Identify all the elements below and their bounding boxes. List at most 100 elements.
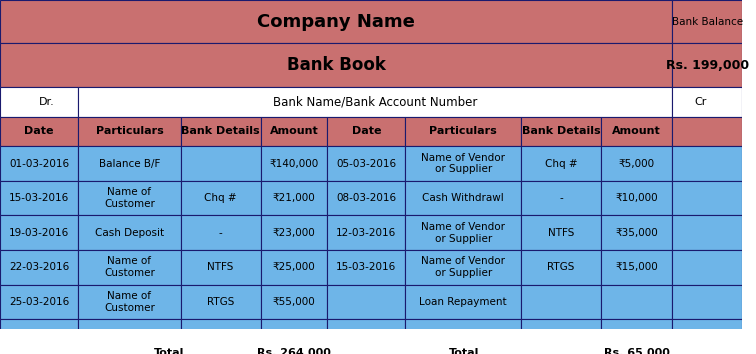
Bar xyxy=(0,146,79,181)
Text: Total: Total xyxy=(154,348,184,354)
Bar xyxy=(405,285,521,319)
Text: Bank Balance: Bank Balance xyxy=(671,17,742,27)
Bar xyxy=(181,181,261,216)
Text: Amount: Amount xyxy=(612,126,661,136)
Text: Loan Repayment: Loan Repayment xyxy=(420,297,507,307)
Bar xyxy=(672,44,742,87)
Bar xyxy=(672,250,742,285)
Text: Bank Name/Bank Account Number: Bank Name/Bank Account Number xyxy=(273,95,478,108)
Text: Total: Total xyxy=(449,348,479,354)
Bar xyxy=(521,116,601,146)
Bar xyxy=(521,250,601,285)
Bar xyxy=(405,319,521,338)
Text: Dr.: Dr. xyxy=(39,97,55,107)
Bar xyxy=(79,181,181,216)
Bar xyxy=(0,216,79,250)
Text: Bank Details: Bank Details xyxy=(522,126,600,136)
Bar xyxy=(327,146,405,181)
Bar xyxy=(0,44,672,87)
Text: 22-03-2016: 22-03-2016 xyxy=(9,262,70,272)
Bar xyxy=(0,319,79,338)
Bar xyxy=(601,338,672,354)
Bar xyxy=(261,116,327,146)
Bar xyxy=(0,181,79,216)
Bar xyxy=(181,285,261,319)
Text: Chq #: Chq # xyxy=(545,159,578,169)
Bar xyxy=(601,250,672,285)
Bar xyxy=(0,87,79,116)
Bar xyxy=(79,285,181,319)
Text: Cr: Cr xyxy=(695,97,707,107)
Bar xyxy=(672,285,742,319)
Text: 15-03-2016: 15-03-2016 xyxy=(336,262,396,272)
Text: ₹35,000: ₹35,000 xyxy=(615,228,658,238)
Text: Cash Deposit: Cash Deposit xyxy=(94,228,164,238)
Text: ₹55,000: ₹55,000 xyxy=(272,297,315,307)
Bar xyxy=(181,250,261,285)
Bar xyxy=(261,146,327,181)
Text: Chq #: Chq # xyxy=(204,193,237,203)
Text: Rs. 65,000: Rs. 65,000 xyxy=(604,348,670,354)
Bar xyxy=(672,87,742,116)
Bar xyxy=(327,250,405,285)
Bar xyxy=(181,146,261,181)
Bar xyxy=(601,181,672,216)
Bar xyxy=(405,181,521,216)
Bar xyxy=(79,87,672,116)
Bar xyxy=(672,116,742,146)
Text: 05-03-2016: 05-03-2016 xyxy=(336,159,396,169)
Text: Name of Vendor
or Supplier: Name of Vendor or Supplier xyxy=(421,222,505,244)
Bar xyxy=(327,116,405,146)
Bar xyxy=(327,181,405,216)
Bar xyxy=(261,338,327,354)
Bar xyxy=(601,146,672,181)
Text: 08-03-2016: 08-03-2016 xyxy=(336,193,396,203)
Text: 12-03-2016: 12-03-2016 xyxy=(336,228,396,238)
Bar xyxy=(672,146,742,181)
Text: NTFS: NTFS xyxy=(207,262,234,272)
Bar xyxy=(327,338,601,354)
Text: 19-03-2016: 19-03-2016 xyxy=(9,228,70,238)
Text: 15-03-2016: 15-03-2016 xyxy=(9,193,70,203)
Text: -: - xyxy=(559,193,563,203)
Bar xyxy=(0,285,79,319)
Bar xyxy=(601,116,672,146)
Text: ₹25,000: ₹25,000 xyxy=(272,262,315,272)
Text: Rs. 199,000: Rs. 199,000 xyxy=(665,59,748,72)
Bar xyxy=(181,319,261,338)
Bar xyxy=(261,181,327,216)
Bar xyxy=(79,319,181,338)
Bar xyxy=(261,250,327,285)
Bar xyxy=(601,216,672,250)
Text: ₹21,000: ₹21,000 xyxy=(272,193,315,203)
Bar xyxy=(261,319,327,338)
Bar xyxy=(181,116,261,146)
Text: Name of
Customer: Name of Customer xyxy=(104,291,155,313)
Bar xyxy=(327,216,405,250)
Text: Particulars: Particulars xyxy=(95,126,163,136)
Text: Name of
Customer: Name of Customer xyxy=(104,257,155,278)
Bar xyxy=(521,146,601,181)
Bar xyxy=(521,216,601,250)
Text: ₹15,000: ₹15,000 xyxy=(615,262,658,272)
Text: Particulars: Particulars xyxy=(429,126,497,136)
Text: 01-03-2016: 01-03-2016 xyxy=(9,159,70,169)
Text: Amount: Amount xyxy=(269,126,318,136)
Text: RTGS: RTGS xyxy=(547,262,575,272)
Text: 25-03-2016: 25-03-2016 xyxy=(9,297,70,307)
Text: Cash Withdrawl: Cash Withdrawl xyxy=(423,193,504,203)
Text: Name of
Customer: Name of Customer xyxy=(104,187,155,209)
Bar xyxy=(405,216,521,250)
Bar xyxy=(0,250,79,285)
Bar xyxy=(405,250,521,285)
Bar xyxy=(79,146,181,181)
Text: RTGS: RTGS xyxy=(207,297,234,307)
Text: ₹140,000: ₹140,000 xyxy=(269,159,318,169)
Bar xyxy=(521,319,601,338)
Bar xyxy=(672,319,742,338)
Bar xyxy=(405,116,521,146)
Bar xyxy=(672,338,742,354)
Text: NTFS: NTFS xyxy=(548,228,575,238)
Bar xyxy=(521,181,601,216)
Text: Rs. 264,000: Rs. 264,000 xyxy=(257,348,331,354)
